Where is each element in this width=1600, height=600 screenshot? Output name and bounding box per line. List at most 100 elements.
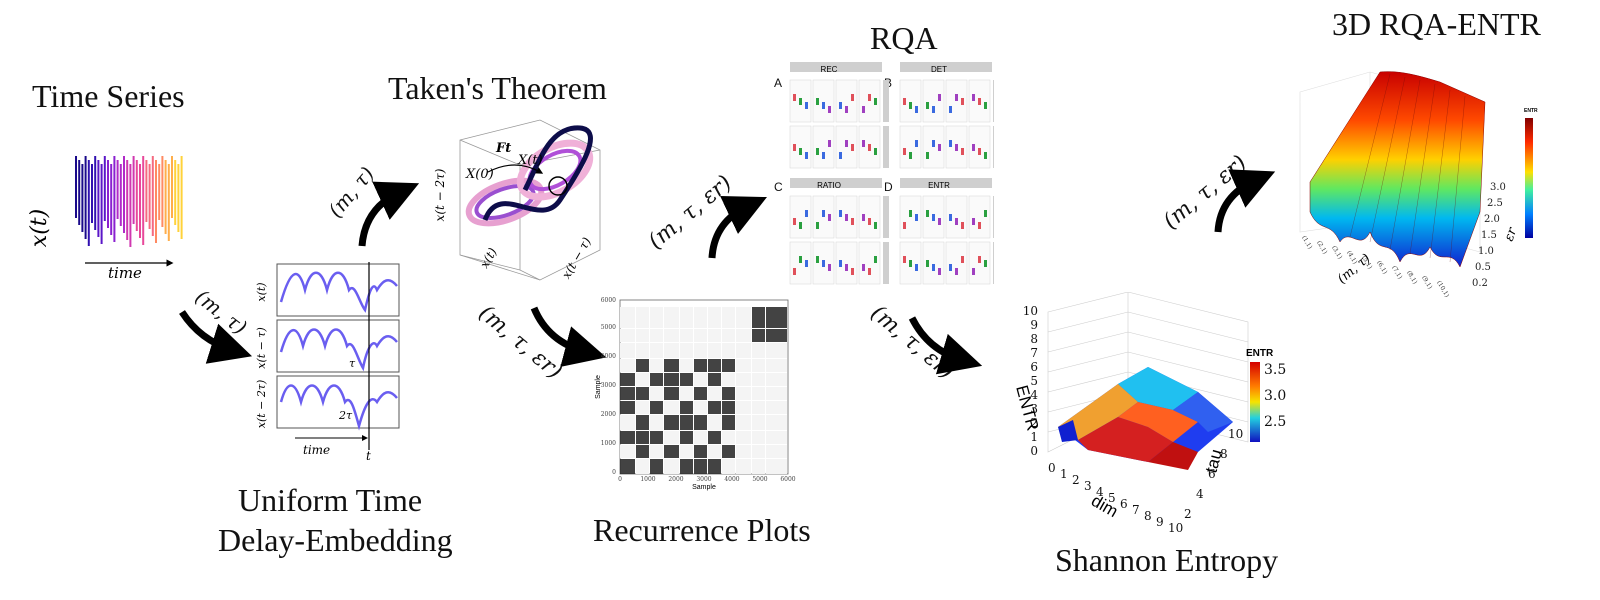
rqa-facet-cell: [812, 125, 835, 169]
recurrence-block: [650, 431, 663, 444]
rqa-box-mark: [909, 210, 912, 217]
rqa-box-mark: [874, 256, 877, 263]
rqa-box-mark: [903, 148, 906, 155]
rqa-facet-cell: [835, 79, 858, 123]
rqa-box-mark: [938, 144, 941, 151]
svg-text:4000: 4000: [601, 353, 616, 360]
svg-text:1.0: 1.0: [1478, 246, 1494, 257]
time-series-plot: time x(t): [27, 156, 183, 282]
recurrence-block: [752, 343, 765, 358]
recurrence-block: [664, 445, 679, 458]
rqa-box-mark: [868, 144, 871, 151]
rqa-box-mark: [915, 140, 918, 147]
rqa-box-mark: [961, 98, 964, 105]
svg-text:2.5: 2.5: [1487, 198, 1503, 209]
recurrence-block: [636, 445, 649, 458]
recurrence-block: [766, 401, 787, 414]
rqa-box-mark: [978, 222, 981, 229]
recurrence-block: [766, 445, 787, 458]
attractor-loops: [465, 125, 594, 227]
embedding-curve-2: [279, 328, 398, 372]
recurrence-block: [766, 387, 787, 400]
rqa-box-mark: [915, 214, 918, 221]
svg-text:0.5: 0.5: [1475, 262, 1491, 273]
rqa-box-mark: [972, 94, 975, 101]
recurrence-block: [766, 459, 787, 474]
recurrence-block: [752, 373, 765, 386]
svg-text:0: 0: [618, 476, 622, 483]
arrow-takens-to-rqa: [708, 195, 767, 259]
entropy-ylabel: tau: [1202, 447, 1226, 475]
rqa3d-surface: [1309, 71, 1486, 268]
svg-text:0: 0: [1030, 444, 1038, 458]
rqa-box-mark: [932, 140, 935, 147]
embedding-shift-label-2: 2τ: [338, 409, 353, 422]
rqa-box-mark: [938, 268, 941, 275]
rqa-box-mark: [851, 144, 854, 151]
embedding-row-1: x(t): [255, 263, 400, 317]
recurrence-block: [664, 401, 679, 414]
rqa-box-mark: [845, 140, 848, 147]
recurrence-block: [752, 359, 765, 372]
rqa-box-mark: [839, 210, 842, 217]
recurrence-block: [766, 359, 787, 372]
svg-text:3: 3: [1030, 402, 1038, 416]
rqa-box-mark: [845, 214, 848, 221]
recurrence-block: [766, 343, 787, 358]
rqa-box-mark: [868, 268, 871, 275]
svg-text:4000: 4000: [724, 476, 739, 483]
rqa-box-mark: [926, 152, 929, 159]
rqa-box-mark: [862, 140, 865, 147]
rqa-box-mark: [862, 214, 865, 221]
svg-text:4: 4: [1030, 388, 1038, 402]
svg-text:4: 4: [1196, 487, 1204, 501]
recurrence-block: [708, 373, 721, 386]
recurrence-block: [722, 401, 735, 414]
svg-text:8: 8: [1030, 332, 1038, 346]
entropy-z-ticks: 0 1 2 3 4 5 6 7 8 9 10: [1023, 304, 1039, 458]
svg-text:8: 8: [1144, 509, 1152, 523]
svg-text:7: 7: [1030, 346, 1038, 360]
rqa-box-mark: [828, 106, 831, 113]
recurrence-block: [694, 445, 707, 458]
recurrence-block: [680, 431, 693, 444]
rqa-box-mark: [874, 222, 877, 229]
rqa-box-mark: [926, 210, 929, 217]
rqa-box-mark: [938, 218, 941, 225]
recurrence-block: [708, 431, 721, 444]
recurrence-block: [664, 387, 679, 400]
embedding-shift-label-1: τ: [349, 357, 356, 370]
rqa-box-mark: [932, 264, 935, 271]
recurrence-block: [752, 459, 765, 474]
entropy-box: [1047, 292, 1249, 453]
rqa-box-mark: [816, 98, 819, 105]
rqa-box-mark: [915, 106, 918, 113]
rqa3d-legend-bar: [1525, 118, 1533, 238]
svg-text:9: 9: [1156, 515, 1164, 529]
recurrence-block: [722, 415, 735, 430]
recurrence-block: [708, 329, 721, 342]
recurrence-block: [722, 343, 735, 358]
svg-text:6000: 6000: [601, 297, 616, 304]
svg-text:5000: 5000: [752, 476, 767, 483]
svg-text:(10,1): (10,1): [1435, 280, 1450, 299]
recurrence-block: [694, 307, 707, 328]
rqa-box-mark: [828, 214, 831, 221]
recurrence-block: [664, 459, 679, 474]
recurrence-block: [650, 401, 663, 414]
rqa-subtitle-rec: REC: [821, 65, 838, 74]
recurrence-plot: 0 1000 2000 3000 4000 5000 6000 0 1000 2…: [595, 297, 796, 491]
rqa-letter-c: C: [774, 180, 783, 194]
recurrence-block: [694, 415, 707, 430]
recurrence-block: [680, 307, 693, 328]
svg-text:6: 6: [1208, 467, 1216, 481]
rqa-box-mark: [915, 264, 918, 271]
svg-text:2: 2: [1030, 416, 1038, 430]
recurrence-block: [766, 373, 787, 386]
rqa-box-mark: [839, 260, 842, 267]
time-series-xlabel: time: [108, 264, 142, 282]
rqa-facet-side-strip: [993, 80, 994, 122]
recurrence-block: [664, 415, 679, 430]
entropy-3d-plot: 0 1 2 3 4 5 6 7 8 9 10 0 1 2 3 4 5 6 7 8…: [1012, 292, 1286, 535]
